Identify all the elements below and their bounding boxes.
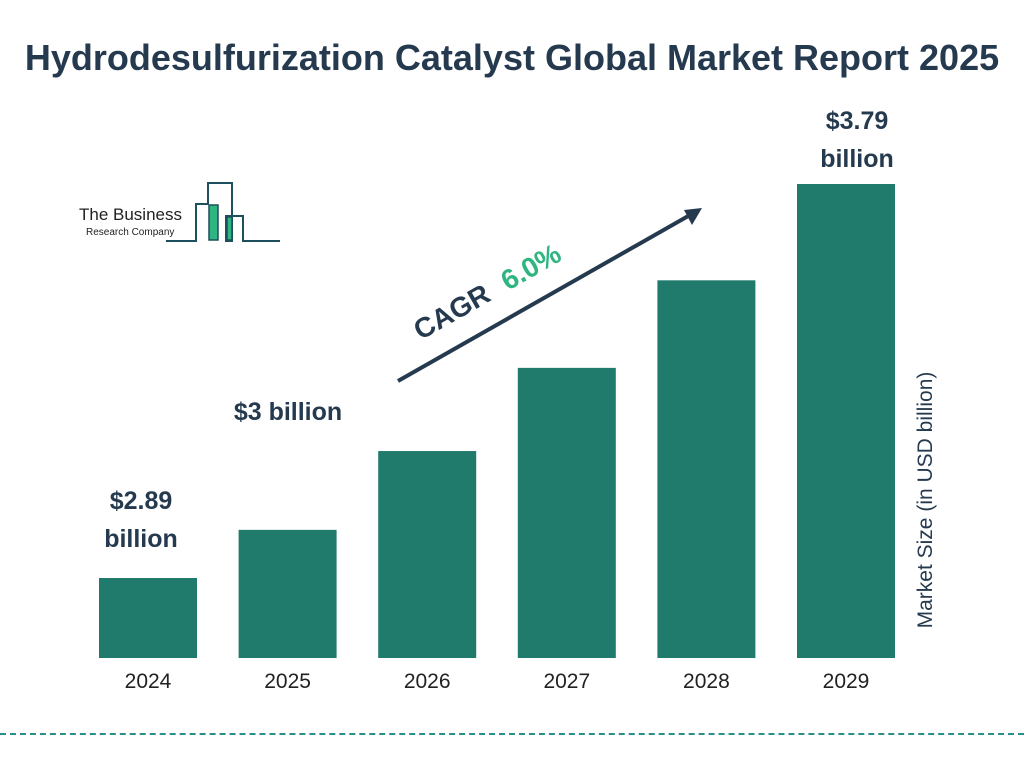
bar-2029 <box>797 184 895 658</box>
data-label: $3 billion <box>234 398 342 426</box>
cagr-arrow <box>397 208 702 383</box>
bar-2024 <box>99 578 197 658</box>
x-tick-label: 2028 <box>683 670 730 693</box>
bar-2027 <box>517 367 616 658</box>
x-tick-label: 2027 <box>543 670 590 693</box>
cagr-value: 6.0% <box>495 238 566 297</box>
bar-2026 <box>378 451 477 658</box>
logo-buildings-icon <box>166 182 280 242</box>
logo-text-line1: The Business <box>79 205 182 224</box>
logo-text-line2: Research Company <box>86 227 175 238</box>
x-tick-label: 2026 <box>404 670 451 693</box>
divider <box>0 733 1024 735</box>
x-tick-label: 2024 <box>125 670 172 693</box>
bar-2025 <box>238 529 337 658</box>
data-label: $2.89 billion <box>104 487 178 553</box>
x-tick-label: 2029 <box>823 670 870 693</box>
data-label: $3.79 billion <box>820 107 894 173</box>
y-axis-label: Market Size (in USD billion) <box>914 372 937 629</box>
x-tick-label: 2025 <box>264 670 311 693</box>
cagr-label: CAGR <box>408 278 495 346</box>
page-title: Hydrodesulfurization Catalyst Global Mar… <box>24 37 1000 78</box>
bar-2028 <box>657 280 756 658</box>
